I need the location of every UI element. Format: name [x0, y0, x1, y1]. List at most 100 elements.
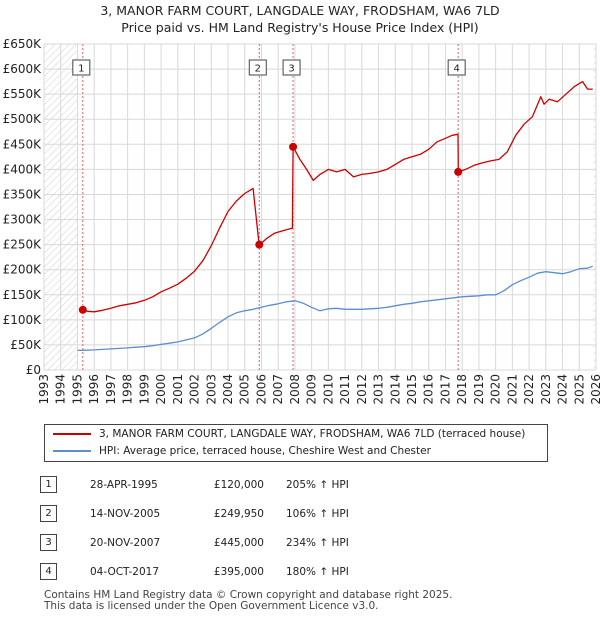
table-row: 2 14-NOV-2005 £249,950 106% ↑ HPI [40, 499, 386, 528]
y-tick-label: £600K [3, 62, 43, 76]
legend: 3, MANOR FARM COURT, LANGDALE WAY, FRODS… [44, 424, 548, 462]
x-tick-label: 1996 [87, 374, 101, 405]
x-tick-label: 2016 [422, 374, 436, 405]
plot-area [44, 44, 596, 370]
y-tick-label: £0 [26, 363, 41, 377]
y-tick-label: £350K [3, 187, 43, 201]
x-tick-label: 2026 [589, 374, 600, 405]
x-tick-label: 2017 [438, 374, 452, 405]
x-tick-label: 1994 [54, 374, 68, 405]
hpi-line-swatch [53, 450, 91, 452]
hpi-line [77, 265, 593, 352]
footer: Contains HM Land Registry data © Crown c… [44, 590, 452, 612]
sale-number-badge: 3 [40, 534, 57, 551]
sale-label-text: 4 [453, 64, 459, 75]
x-tick-label: 2004 [221, 374, 235, 405]
sale-label-box [72, 59, 91, 76]
row-price: £120,000 [213, 478, 264, 491]
x-tick-label: 2020 [489, 374, 503, 405]
legend-property-label: 3, MANOR FARM COURT, LANGDALE WAY, FRODS… [99, 428, 526, 440]
y-tick-label: £300K [3, 213, 43, 227]
footer-copyright: Contains HM Land Registry data © Crown c… [44, 589, 453, 601]
footer-licence: This data is licensed under the Open Gov… [44, 600, 379, 612]
x-tick-label: 2022 [522, 374, 536, 405]
legend-hpi-label: HPI: Average price, terraced house, Ches… [99, 445, 431, 457]
sale-point [289, 142, 298, 151]
table-row: 4 04-OCT-2017 £395,000 180% ↑ HPI [40, 557, 386, 586]
sale-point [454, 167, 463, 176]
table-row: 3 20-NOV-2007 £445,000 234% ↑ HPI [40, 528, 386, 557]
x-tick-label: 2000 [154, 374, 168, 405]
x-tick-label: 2014 [388, 374, 402, 405]
row-number-cell: 1 [40, 470, 86, 499]
row-price: £445,000 [213, 536, 264, 549]
row-price: £249,950 [213, 507, 264, 520]
x-tick-label: 2008 [288, 374, 302, 405]
chart-title: 3, MANOR FARM COURT, LANGDALE WAY, FRODS… [100, 3, 500, 18]
legend-item-property: 3, MANOR FARM COURT, LANGDALE WAY, FRODS… [53, 426, 525, 443]
chart-subtitle: Price paid vs. HM Land Registry's House … [121, 20, 479, 35]
x-tick-label: 2024 [556, 374, 570, 405]
row-hpi-change: 205% ↑ HPI [286, 478, 349, 491]
sale-label-text: 2 [255, 64, 261, 75]
row-number-cell: 4 [40, 557, 86, 586]
legend-item-hpi: HPI: Average price, terraced house, Ches… [53, 443, 431, 460]
row-price: £395,000 [213, 565, 264, 578]
x-tick-label: 2001 [171, 374, 185, 405]
table-row: 1 28-APR-1995 £120,000 205% ↑ HPI [40, 470, 386, 499]
sale-number-badge: 2 [40, 505, 57, 522]
x-tick-label: 2015 [405, 374, 419, 405]
y-tick-label: £150K [3, 288, 43, 302]
sale-label-box [248, 59, 267, 76]
sale-points [78, 142, 463, 314]
y-tick-label: £650K [3, 37, 43, 51]
row-number-cell: 2 [40, 499, 86, 528]
x-tick-label: 1999 [137, 374, 151, 405]
y-tick-label: £450K [3, 137, 43, 151]
x-tick-label: 2021 [505, 374, 519, 405]
x-tick-label: 2009 [305, 374, 319, 405]
x-tick-label: 2007 [271, 374, 285, 405]
gridlines [43, 43, 597, 371]
x-tick-label: 1995 [70, 374, 84, 405]
x-tick-label: 2012 [355, 374, 369, 405]
y-tick-label: £550K [3, 87, 43, 101]
sale-labels: 1 2 3 4 [72, 59, 466, 76]
sale-number-badge: 1 [40, 476, 57, 493]
axis-labels: £0 £50K £100K £150K £200K £250K £300K £350K £400… [3, 37, 600, 405]
series-lines [77, 80, 593, 352]
x-tick-label: 2025 [572, 374, 586, 405]
hatched-region-end [593, 44, 596, 370]
x-tick-label: 2006 [254, 374, 268, 405]
sale-label-text: 3 [288, 64, 294, 75]
x-tick-label: 1993 [37, 374, 51, 405]
x-tick-label: 2010 [321, 374, 335, 405]
shaded-regions [44, 44, 596, 370]
row-date: 28-APR-1995 [90, 478, 158, 491]
x-tick-label: 2005 [238, 374, 252, 405]
y-tick-label: £100K [3, 313, 43, 327]
property-price-line [82, 80, 593, 313]
price-chart: 1 2 3 4 £0 £50K £100K £150K £200K £250K £300K £350… [3, 37, 600, 405]
row-hpi-change: 180% ↑ HPI [286, 565, 349, 578]
sale-point [78, 305, 87, 314]
sale-number-badge: 4 [40, 563, 57, 580]
transactions-table: 1 28-APR-1995 £120,000 205% ↑ HPI 2 14-NOV-20… [40, 470, 386, 586]
property-line-swatch [53, 433, 91, 435]
row-date: 20-NOV-2007 [90, 536, 161, 549]
row-date: 04-OCT-2017 [90, 565, 159, 578]
x-tick-label: 2002 [188, 374, 202, 405]
x-tick-label: 1998 [121, 374, 135, 405]
x-tick-label: 2011 [338, 374, 352, 405]
x-tick-label: 2013 [372, 374, 386, 405]
sale-label-box [282, 59, 301, 76]
x-tick-label: 2003 [204, 374, 218, 405]
row-number-cell: 3 [40, 528, 86, 557]
sale-label-box [447, 59, 466, 76]
sale-label-text: 1 [78, 64, 84, 75]
y-tick-label: £500K [3, 112, 43, 126]
x-tick-label: 2019 [472, 374, 486, 405]
y-tick-label: £400K [3, 162, 43, 176]
y-tick-label: £50K [10, 338, 42, 352]
x-tick-label: 2023 [539, 374, 553, 405]
